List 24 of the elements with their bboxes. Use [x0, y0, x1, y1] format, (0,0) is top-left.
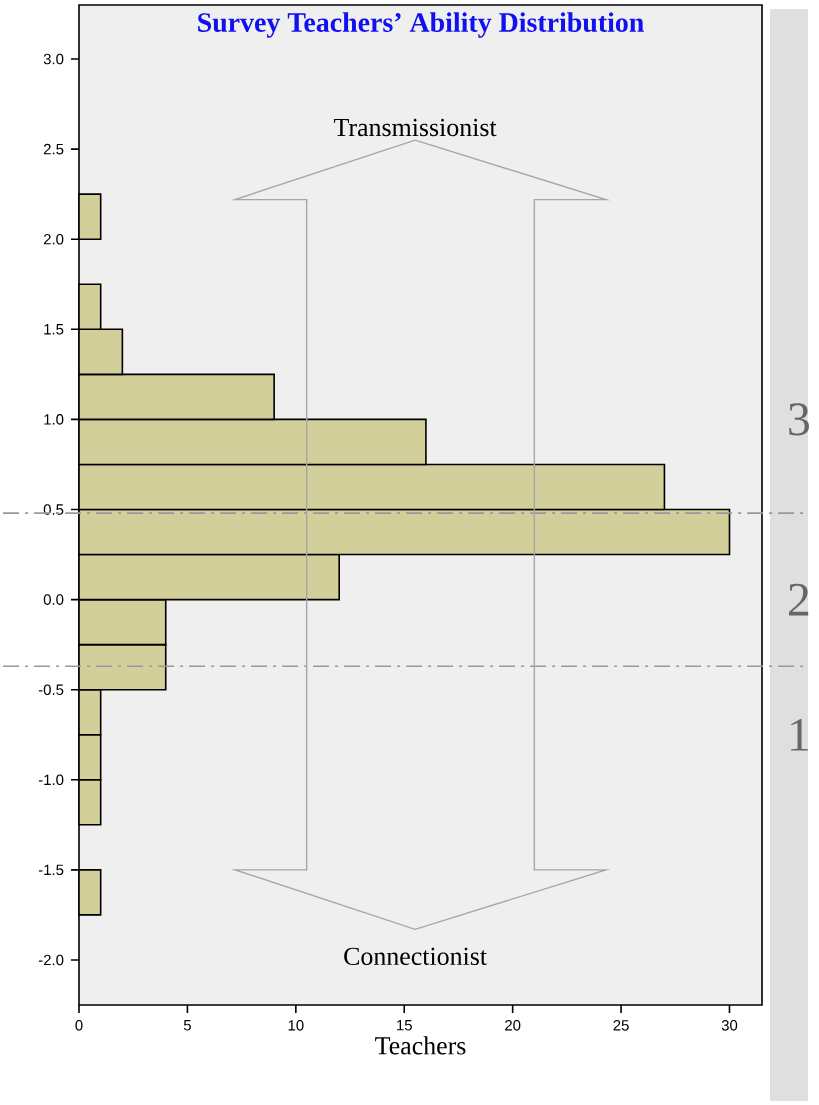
x-tick-label: 20: [505, 1020, 521, 1031]
x-tick-label: 5: [183, 1020, 191, 1031]
x-tick-label: 30: [721, 1020, 738, 1031]
y-tick-label: -0.5: [38, 684, 64, 695]
x-axis-title: Teachers: [375, 1036, 466, 1055]
text: 3: [789, 403, 809, 436]
text: 1: [791, 718, 808, 751]
y-tick-label: 1.5: [44, 324, 64, 335]
y-tick-label: 2.5: [43, 143, 64, 155]
y-tick-label: 2.0: [43, 233, 64, 245]
y-tick-label: -1.0: [38, 774, 64, 786]
x-tick-label: 15: [397, 1020, 412, 1031]
y-tick-label: 1.0: [44, 414, 64, 425]
x-tick-label: 0: [75, 1020, 83, 1031]
chart-title: Survey Teachers’ Ability Distribution: [198, 12, 644, 38]
y-tick-label: -2.0: [38, 954, 64, 966]
x-tick-label: 25: [613, 1020, 629, 1031]
y-tick-label: 0.0: [43, 594, 64, 605]
x-tick-label: 10: [288, 1020, 304, 1031]
annotation: Transmissionist: [333, 118, 497, 137]
y-tick-label: 3.0: [43, 53, 64, 65]
y-tick-label: -1.5: [38, 864, 64, 876]
annotation: Connectionist: [344, 947, 487, 966]
text: 2: [789, 583, 809, 616]
